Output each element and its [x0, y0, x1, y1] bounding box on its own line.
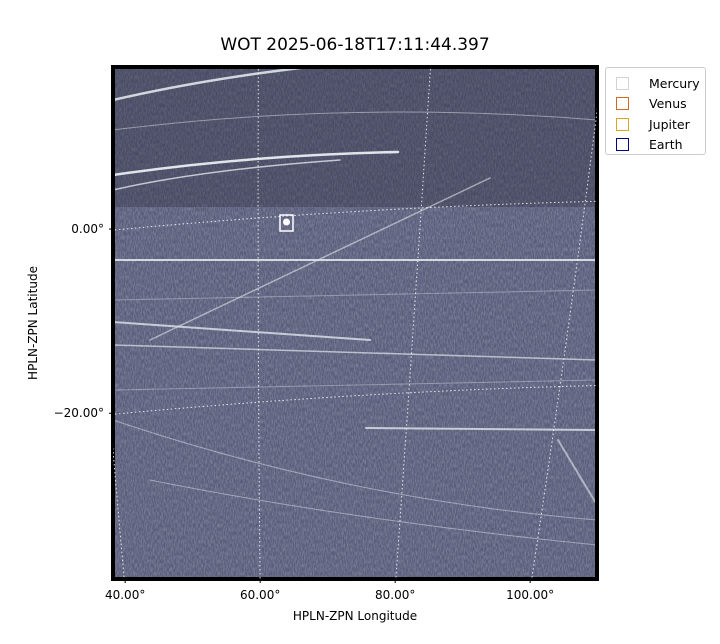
- legend-label: Mercury: [649, 75, 700, 91]
- legend-item: Earth: [616, 135, 683, 155]
- y-tick-label: −20.00°: [54, 406, 104, 420]
- x-tick-label: 60.00°: [240, 588, 280, 602]
- legend-item: Mercury: [616, 73, 700, 93]
- body: [283, 218, 290, 226]
- legend-label: Jupiter: [649, 116, 690, 132]
- frame: [111, 65, 599, 581]
- grid-line: [531, 108, 597, 579]
- legend-swatch: [616, 76, 629, 90]
- legend-item: Jupiter: [616, 114, 690, 134]
- legend: Mercury Venus Jupiter Earth: [605, 67, 706, 155]
- grid: [113, 67, 597, 579]
- x-tick-label: 100.00°: [506, 588, 554, 602]
- legend-label: Venus: [649, 96, 687, 111]
- legend-swatch: [616, 97, 629, 110]
- y-tick-label: 0.00°: [71, 222, 104, 236]
- x-tick-label: 80.00°: [375, 588, 415, 602]
- y-axis-label: HPLN-ZPN Latitude: [26, 266, 40, 380]
- legend-item: Venus: [616, 94, 687, 114]
- title: WOT 2025-06-18T17:11:44.397: [220, 35, 489, 55]
- legend-swatch: [616, 138, 629, 151]
- grid-line: [113, 200, 597, 231]
- grid-line: [113, 384, 597, 415]
- x-tick-label: 40.00°: [105, 588, 145, 602]
- legend-swatch: [616, 117, 629, 131]
- legend-label: Earth: [649, 137, 683, 152]
- image: [113, 67, 597, 579]
- x-axis-label: HPLN-ZPN Longitude: [293, 609, 417, 623]
- body-marker: [279, 214, 294, 232]
